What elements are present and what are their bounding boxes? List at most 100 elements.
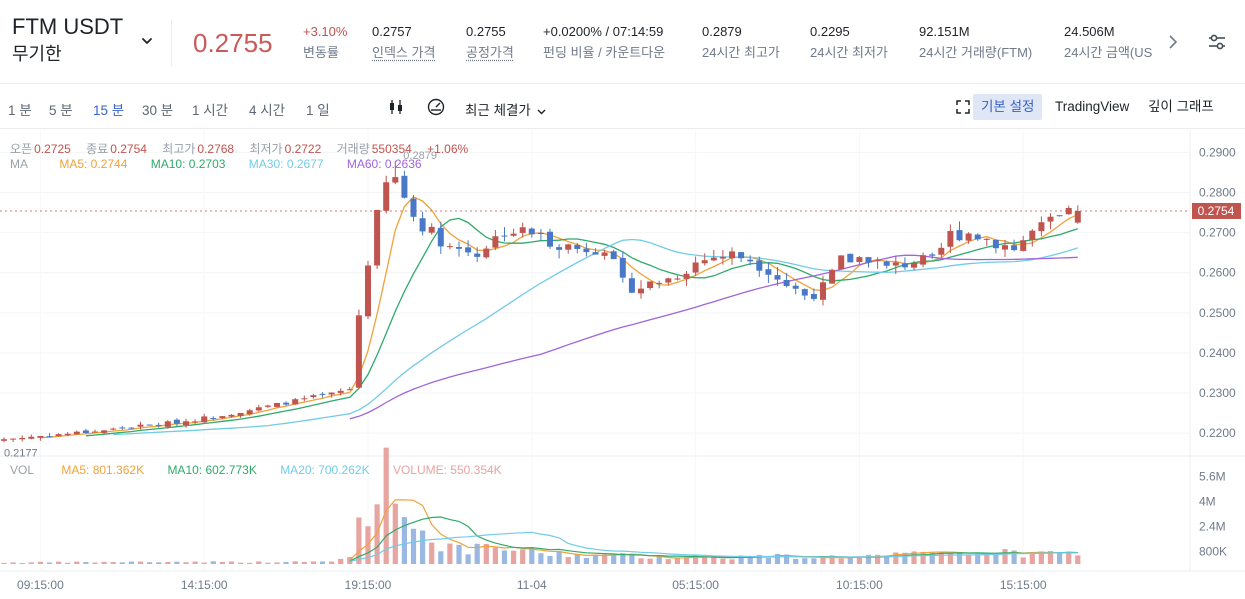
candle-body — [19, 437, 26, 440]
volume-bar — [711, 556, 717, 564]
volume-ma10-line — [349, 516, 1078, 562]
ma5-value: MA5: 0.2744 — [59, 157, 128, 171]
candlestick-type-icon[interactable] — [386, 97, 406, 117]
chevron-right-icon[interactable] — [1166, 34, 1180, 50]
chevron-down-icon[interactable] — [140, 34, 154, 48]
price-chart[interactable]: 0.2900 0.2800 0.2700 0.2600 0.2500 0.2400 0.23… — [0, 130, 1245, 599]
view-tab[interactable]: 기본 설정 — [973, 94, 1043, 120]
volume-bar — [110, 562, 116, 564]
volume-bar — [529, 547, 535, 564]
volume-bar — [565, 557, 571, 564]
timeframe-tab[interactable]: 15 분 — [93, 103, 125, 118]
volume-bar — [538, 553, 544, 564]
candle-body — [183, 421, 189, 425]
stat-value: 0.2755 — [466, 24, 506, 39]
timeframe-tab[interactable]: 5 분 — [49, 103, 73, 118]
price-tick-label: 0.2600 — [1199, 266, 1236, 280]
candle-body — [528, 228, 535, 235]
timeframe-tab[interactable]: 1 시간 — [192, 103, 229, 118]
symbol-name[interactable]: FTM USDT — [12, 14, 124, 39]
vol-ma20-value: MA20: 700.262K — [280, 463, 370, 477]
ticker-stat: +3.10% 변동률 — [303, 24, 347, 62]
volume-value: 550354 — [371, 142, 412, 156]
volume-bar — [547, 555, 553, 564]
candle-body — [1065, 207, 1072, 215]
volume-bar — [456, 544, 462, 564]
chevron-down-icon — [537, 109, 546, 115]
ma30-line — [113, 238, 1078, 436]
volume-bar — [201, 562, 207, 564]
volume-bar — [283, 561, 289, 564]
volume-bar — [702, 556, 708, 564]
volume-tick-label: 800K — [1199, 544, 1227, 558]
candle-body — [192, 421, 199, 423]
candle-body — [1002, 245, 1008, 250]
candle-body — [1056, 215, 1063, 217]
volume-bar — [856, 556, 862, 564]
volume-bar — [520, 549, 526, 564]
price-type-dropdown[interactable]: 최근 체결가 — [465, 99, 547, 119]
last-price: 0.2755 — [193, 28, 273, 58]
candle-body — [820, 282, 826, 300]
volume-bar — [1002, 549, 1008, 564]
stat-label: 변동률 — [303, 45, 339, 60]
candle-body — [565, 244, 572, 250]
volume-bar — [847, 558, 853, 564]
candle-body — [55, 434, 62, 437]
candle-body — [201, 416, 208, 423]
stat-value: 0.2295 — [810, 24, 850, 39]
high-label: 최고가 — [162, 142, 196, 156]
volume-bar — [638, 558, 644, 564]
candle-body — [574, 244, 581, 249]
stat-label[interactable]: 공정가격 — [466, 45, 514, 60]
symbol-selector[interactable]: FTM USDT 무기한 — [12, 14, 123, 66]
volume-legend: VOL MA5: 801.362K MA10: 602.773K MA20: 7… — [10, 463, 504, 477]
close-value: 0.2754 — [110, 142, 147, 156]
volume-bar — [438, 551, 444, 564]
indicator-gauge-icon[interactable] — [426, 97, 446, 117]
candle-body — [173, 419, 180, 424]
volume-bar — [101, 561, 107, 564]
volume-bar — [802, 558, 808, 564]
volume-bar — [865, 554, 872, 564]
candle-body — [28, 436, 35, 439]
time-tick-label: 19:15:00 — [345, 578, 392, 592]
candle-body — [938, 247, 945, 255]
candle-body — [456, 247, 462, 249]
volume-bar — [429, 542, 435, 564]
view-tab[interactable]: 깊이 그래프 — [1148, 99, 1214, 114]
candle-body — [310, 395, 317, 398]
candle-body — [601, 252, 608, 256]
candle-body — [647, 281, 654, 288]
price-tick-label: 0.2900 — [1199, 145, 1236, 159]
volume-bar — [165, 561, 171, 564]
candle-body — [856, 257, 863, 262]
volume-bar — [938, 551, 944, 564]
stat-label: 24시간 금액(US — [1064, 45, 1153, 60]
stat-value: +0.0200% / 07:14:59 — [543, 24, 664, 39]
timeframe-tab[interactable]: 1 일 — [306, 103, 330, 118]
candle-body — [1029, 230, 1036, 240]
time-tick-label: 15:15:00 — [1000, 578, 1047, 592]
timeframe-tab[interactable]: 30 분 — [142, 103, 174, 118]
volume-tick-label: 4M — [1199, 494, 1216, 508]
candle-body — [829, 269, 836, 284]
ticker-stat: 0.2879 24시간 최고가 — [702, 24, 780, 62]
volume-bar — [1, 562, 7, 564]
volume-bar — [92, 562, 98, 564]
timeframe-tab[interactable]: 1 분 — [8, 103, 32, 118]
timeframe-tab[interactable]: 4 시간 — [249, 103, 286, 118]
candle-body — [619, 257, 626, 278]
candle-body — [264, 405, 271, 407]
volume-bar — [875, 554, 881, 564]
volume-bar — [765, 557, 771, 564]
view-tab[interactable]: TradingView — [1055, 99, 1130, 114]
stat-label[interactable]: 인덱스 가격 — [372, 45, 436, 60]
candle-body — [537, 232, 544, 234]
candlestick-chart-svg[interactable]: 0.2900 0.2800 0.2700 0.2600 0.2500 0.2400 0.23… — [0, 130, 1245, 599]
settings-sliders-icon[interactable] — [1205, 30, 1229, 54]
price-tick-label: 0.2500 — [1199, 306, 1236, 320]
fullscreen-icon[interactable] — [955, 99, 971, 115]
time-tick-label: 11-04 — [517, 578, 547, 592]
volume-bar — [647, 558, 653, 564]
